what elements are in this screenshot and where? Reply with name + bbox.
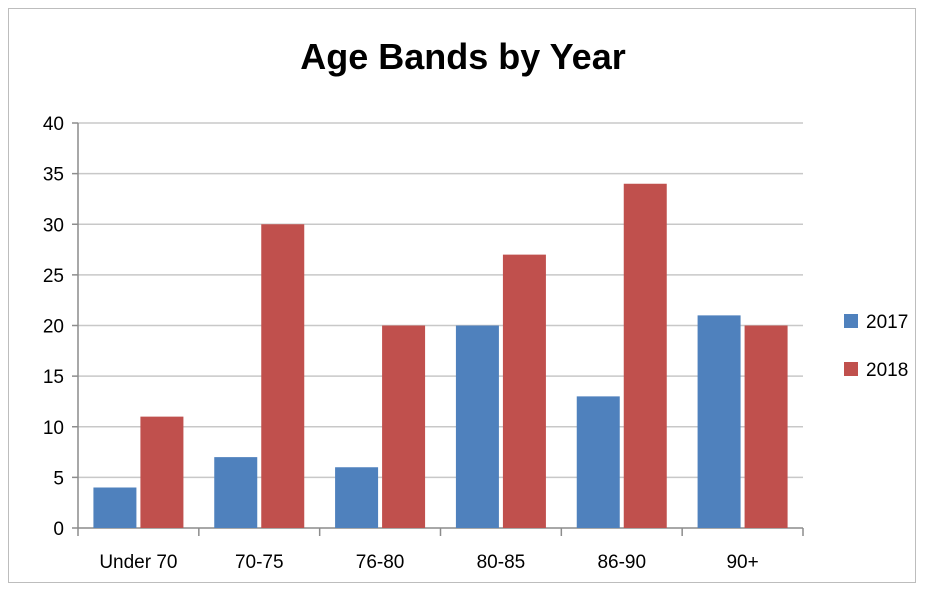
bar-2018-70-75 [261,224,305,528]
bar-2018-86-90 [623,183,667,528]
y-tick-label: 30 [43,215,64,236]
legend-label-2018: 2018 [866,360,908,381]
legend-swatch-2017 [844,314,858,328]
gridlines [78,122,803,479]
y-tick-label: 10 [43,418,64,439]
x-tick-label: Under 70 [99,552,177,573]
bars [93,183,788,528]
x-tick-label: 76-80 [356,552,405,573]
bar-2017-86-90 [576,396,620,528]
chart-title: Age Bands by Year [300,36,626,77]
y-tick-label: 25 [43,266,64,287]
y-tick-label: 5 [53,468,64,489]
bar-2017-76-80 [335,467,379,528]
x-tick-labels: Under 70 70-75 76-80 80-85 86-90 90+ [99,552,758,573]
y-tick-label: 35 [43,165,64,186]
y-tick-label: 0 [53,519,64,540]
y-tick-label: 40 [43,114,64,135]
x-tick-label: 80-85 [477,552,526,573]
bar-2017-under-70 [93,487,137,528]
bar-2017-90- [697,315,741,528]
y-tick-label: 15 [43,367,64,388]
bar-2018-90- [744,325,788,528]
x-tick-label: 86-90 [597,552,646,573]
bar-2018-under-70 [140,416,184,528]
legend-label-2017: 2017 [866,312,908,333]
y-tick-label: 20 [43,317,64,338]
bar-2017-70-75 [214,457,258,528]
y-tick-labels: 0 5 10 15 20 25 30 35 40 [43,114,64,540]
bar-2017-80-85 [455,325,499,528]
x-tick-label: 70-75 [235,552,284,573]
legend: 2017 2018 [844,312,908,381]
bar-2018-76-80 [382,325,426,528]
legend-swatch-2018 [844,362,858,376]
x-tick-label: 90+ [726,552,758,573]
axes [72,122,804,536]
bar-2018-80-85 [502,254,546,528]
